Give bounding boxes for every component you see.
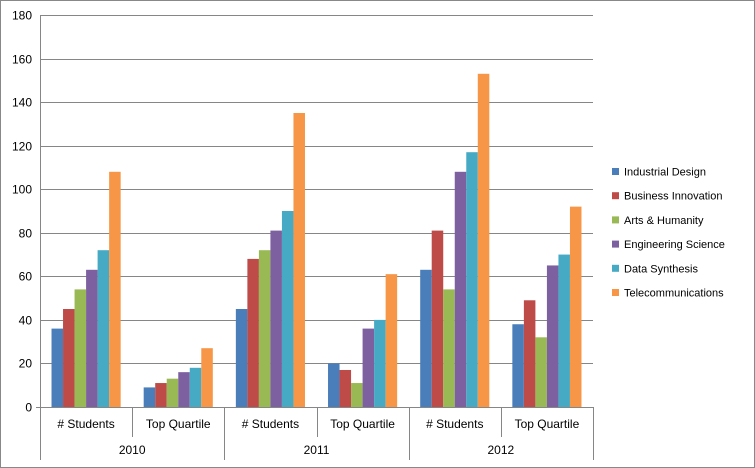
bar	[535, 337, 547, 407]
y-tick-label: 100	[12, 183, 32, 197]
y-tick-label: 40	[19, 314, 33, 328]
legend-swatch	[612, 216, 619, 224]
bar	[155, 383, 167, 407]
bar	[109, 171, 121, 407]
y-tick-label: 60	[19, 270, 33, 284]
x-group-label: 2012	[487, 443, 514, 457]
bar	[569, 206, 582, 407]
bar	[293, 113, 305, 407]
y-tick-label: 160	[12, 53, 32, 67]
bar	[374, 319, 386, 407]
legend-swatch	[612, 264, 619, 272]
x-category-label: Top Quartile	[146, 417, 211, 431]
gridlines	[40, 15, 593, 364]
legend-label: Arts & Humanity	[624, 215, 704, 227]
bar	[466, 152, 478, 407]
bar	[166, 378, 179, 407]
bar	[431, 230, 444, 407]
bar	[351, 383, 363, 407]
bar	[362, 328, 375, 407]
legend-label: Data Synthesis	[624, 263, 698, 275]
bar	[420, 269, 432, 407]
bar	[97, 250, 110, 407]
y-tick-label: 80	[19, 227, 33, 241]
bar	[546, 265, 559, 407]
bar	[63, 309, 75, 407]
bar	[189, 367, 202, 407]
legend-label: Engineering Science	[624, 239, 725, 251]
legend-swatch	[612, 168, 619, 175]
y-tick-label: 20	[19, 357, 33, 371]
bar	[558, 254, 570, 407]
x-category-label: # Students	[426, 417, 483, 431]
bar	[86, 269, 98, 407]
legend-swatch	[612, 289, 619, 296]
bar	[247, 258, 259, 407]
legend-label: Business Innovation	[624, 191, 722, 203]
legend-swatch	[612, 192, 619, 200]
bar	[270, 230, 282, 407]
legend: Industrial Design Business Innovation Arts…	[612, 167, 725, 300]
bar	[339, 369, 352, 407]
bar	[454, 171, 467, 407]
bar	[523, 300, 536, 407]
bar	[51, 328, 64, 407]
bar	[443, 289, 455, 407]
x-category-label: # Students	[57, 417, 114, 431]
x-group-label: 2011	[304, 443, 330, 457]
bar	[328, 363, 340, 407]
bar	[477, 73, 490, 408]
bars	[51, 73, 582, 408]
bar	[201, 348, 213, 407]
y-tick-label: 140	[12, 96, 32, 110]
bar	[143, 387, 156, 407]
bar	[178, 372, 190, 407]
bar	[281, 211, 294, 407]
bar	[512, 324, 524, 407]
legend-label: Telecommunications	[624, 288, 724, 300]
y-tick-label: 120	[12, 140, 32, 154]
x-category-label: Top Quartile	[330, 417, 395, 431]
y-tick-label: 180	[12, 9, 32, 23]
bar	[235, 309, 248, 407]
bar	[74, 289, 87, 407]
bar	[385, 274, 398, 407]
axes: 0 20 40 60 80 100 120 140 160 180 # Students Top Qu…	[12, 9, 594, 460]
y-tick-label: 0	[25, 401, 32, 415]
x-category-label: # Students	[242, 417, 299, 431]
bar	[258, 250, 271, 407]
legend-label: Industrial Design	[624, 167, 706, 179]
x-group-label: 2010	[119, 443, 146, 457]
x-category-label: Top Quartile	[515, 417, 580, 431]
legend-swatch	[612, 240, 619, 248]
